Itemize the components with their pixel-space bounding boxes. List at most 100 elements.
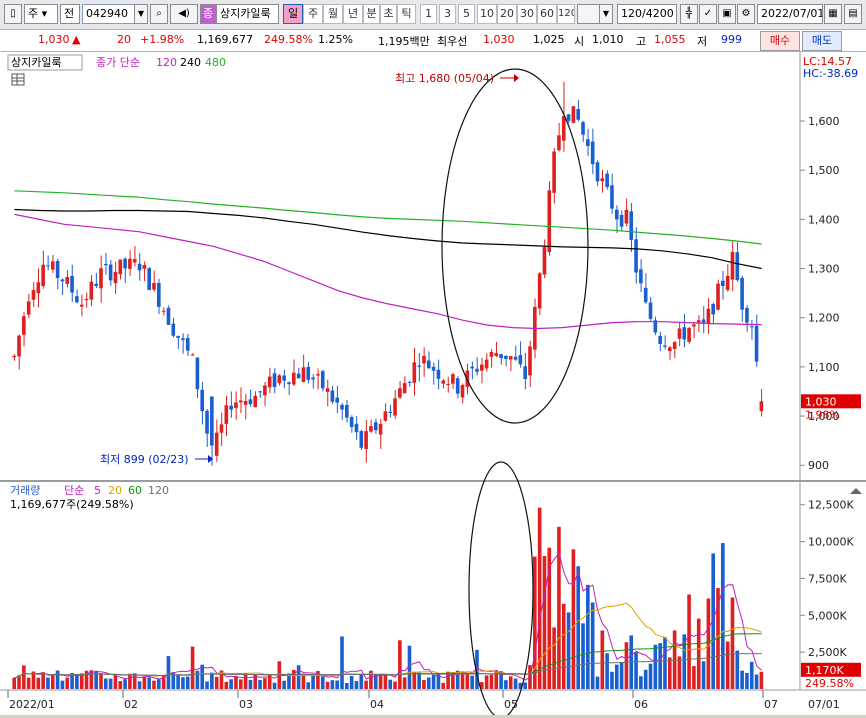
candle-body — [759, 401, 764, 412]
candle-body — [706, 308, 711, 324]
count-input[interactable]: 120/4200 — [617, 4, 677, 24]
period-minute-tab[interactable]: 분 — [363, 4, 380, 24]
ask-price: 1,030 — [483, 33, 515, 46]
period-month-tab[interactable]: 월 — [323, 4, 343, 24]
save-icon[interactable]: ▣ — [718, 4, 736, 24]
volume-bar — [185, 676, 190, 689]
candle-body — [504, 355, 508, 359]
candle-body — [50, 261, 55, 270]
candle-body — [84, 299, 89, 301]
price-tick-label: 1,200 — [808, 312, 840, 325]
volume-bar — [639, 676, 643, 689]
code-input[interactable]: 042940 — [82, 4, 148, 24]
cross-candle-icon[interactable]: ╬ — [680, 4, 698, 24]
volume-bar — [17, 675, 21, 689]
candle-body — [26, 301, 31, 315]
stock-chart[interactable]: 1,600 1,500 1,400 1,300 1,200 1,100 1,000 900 12… — [0, 52, 866, 718]
candle-body — [373, 422, 378, 431]
volume-bar — [316, 670, 320, 689]
sell-button[interactable]: 매도 — [802, 31, 842, 51]
candle-body — [190, 354, 195, 356]
minute-unit-5[interactable]: 5 — [458, 4, 475, 24]
period-tick-tab[interactable]: 틱 — [397, 4, 416, 24]
candle-body — [123, 258, 127, 269]
candle-body — [354, 423, 359, 433]
candle-body — [70, 275, 74, 293]
volume-bar — [663, 637, 667, 689]
candle-body — [663, 345, 667, 347]
highlight-ellipse-volume — [468, 461, 534, 718]
tile-view-icon[interactable]: ▤ — [844, 4, 862, 24]
minute-unit-60[interactable]: 60 — [537, 4, 557, 24]
minute-unit-20[interactable]: 20 — [497, 4, 517, 24]
candle-body — [128, 258, 132, 269]
high-price: 1,055 — [654, 33, 686, 46]
candle-body — [696, 320, 701, 323]
volume-bar — [552, 627, 556, 689]
volume-bar — [60, 680, 65, 689]
volume-bar — [402, 677, 407, 689]
volume-bar — [157, 679, 161, 689]
sound-icon[interactable]: ◀) — [170, 4, 198, 24]
candle-body — [605, 173, 609, 188]
volume-legend-ma120: 120 — [148, 484, 169, 497]
current-percent-tag: 1.98% — [805, 408, 840, 421]
candle-body — [195, 357, 200, 390]
price-legend-ma240: 240 — [180, 56, 201, 69]
x-tick-label: 2022/01 — [9, 698, 55, 711]
calendar-icon[interactable]: ▦ — [824, 4, 842, 24]
volume-bar — [229, 679, 233, 689]
volume-bar — [667, 657, 672, 689]
buy-button[interactable]: 매수 — [760, 31, 800, 51]
minute-unit-3[interactable]: 3 — [439, 4, 456, 24]
volume-bar — [407, 645, 412, 689]
market-select[interactable]: 주 ▾ — [24, 4, 58, 24]
minute-unit-30[interactable]: 30 — [517, 4, 537, 24]
period-week-tab[interactable]: 주 — [303, 4, 323, 24]
volume-legend-ma-label: 단순 — [64, 484, 84, 497]
volume-bar — [166, 656, 171, 689]
minute-unit-120[interactable]: 120 — [557, 4, 575, 24]
price-panel-bg — [0, 52, 800, 480]
chart-type-icon[interactable]: ▯ — [4, 4, 22, 24]
minute-unit-10[interactable]: 10 — [477, 4, 497, 24]
check-icon[interactable]: ✓ — [699, 4, 717, 24]
candle-body — [60, 279, 65, 282]
period-second-tab[interactable]: 초 — [380, 4, 397, 24]
candle-body — [730, 251, 735, 280]
volume-bar — [436, 673, 441, 689]
candle-body — [412, 362, 417, 383]
chart-area[interactable]: 1,600 1,500 1,400 1,300 1,200 1,100 1,000 900 12… — [0, 52, 866, 718]
search-icon[interactable]: ⌕ — [150, 4, 168, 24]
period-day-tab[interactable]: 일 — [283, 4, 303, 24]
minute-unit-1[interactable]: 1 — [420, 4, 437, 24]
candle-body — [489, 352, 494, 357]
x-tick-label: 07 — [764, 698, 778, 711]
volume-bar — [26, 677, 31, 689]
candle-body — [508, 356, 513, 360]
candle-body — [369, 426, 373, 432]
volume-bar — [12, 677, 17, 689]
volume-bar — [581, 623, 585, 689]
volume-bar — [359, 674, 364, 689]
custom-unit-dropdown[interactable]: ▼ — [599, 4, 613, 24]
open-price: 1,010 — [592, 33, 624, 46]
type-select[interactable]: 전 — [60, 4, 80, 24]
gear-icon[interactable]: ⚙ — [737, 4, 755, 24]
period-year-tab[interactable]: 년 — [343, 4, 363, 24]
date-input[interactable]: 2022/07/01 — [757, 4, 823, 24]
volume-bar — [740, 670, 744, 689]
volume-bar — [696, 618, 701, 689]
candle-body — [634, 239, 638, 273]
volume-legend-ma20: 20 — [108, 484, 122, 497]
current-volume-percent-tag: 249.58% — [805, 677, 854, 690]
volume-bar — [354, 681, 359, 689]
volume-bar — [470, 675, 474, 689]
volume-bar — [113, 675, 118, 689]
candle-body — [542, 247, 547, 275]
volume-bar — [214, 676, 219, 689]
candle-body — [460, 385, 465, 398]
code-dropdown-button[interactable]: ▼ — [134, 4, 148, 24]
candle-body — [41, 264, 45, 287]
candle-body — [99, 268, 103, 289]
